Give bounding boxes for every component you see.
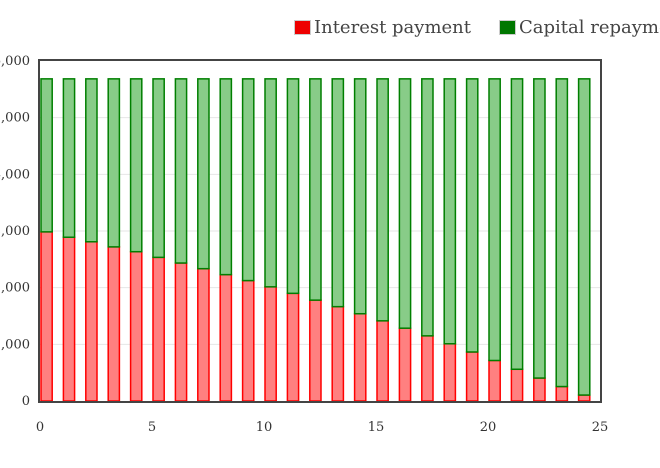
y-tick-label: 3,000 (0, 224, 30, 239)
y-tick-label: 0 (22, 394, 30, 409)
plot-frame (38, 59, 602, 403)
y-tick-label: 2,000 (0, 281, 30, 296)
x-tick-label: 20 (480, 420, 497, 435)
y-tick-label: 1,000 (0, 337, 30, 352)
legend-swatch-capital (499, 20, 517, 35)
bar-interest (353, 312, 367, 402)
bar-capital (174, 78, 188, 264)
bar-interest (398, 327, 412, 402)
bar-interest (533, 377, 546, 402)
y-tick-label: 4,000 (0, 167, 30, 182)
bar-interest (152, 256, 165, 402)
x-tick-label: 5 (148, 420, 156, 435)
bar-capital (40, 78, 53, 233)
y-axis-ticks: 0 1,000 2,000 3,000 4,000 5,000 6,000 (0, 54, 30, 409)
bar-interest (443, 343, 457, 402)
bar-interest (555, 385, 569, 402)
bar-interest (286, 292, 300, 402)
bar-interest (40, 231, 53, 402)
y-tick-label: 6,000 (0, 54, 30, 69)
bar-interest (421, 335, 434, 402)
legend-label-capital: Capital repayment (519, 17, 660, 38)
bar-capital (197, 78, 210, 270)
bar-capital (85, 78, 98, 243)
bar-capital (353, 78, 367, 315)
bar-capital (488, 78, 501, 362)
bar-capital (443, 78, 457, 345)
bar-interest (62, 236, 76, 402)
x-axis-ticks: 0 5 10 15 20 25 (36, 420, 608, 435)
bar-interest (465, 351, 479, 402)
bar-interest (107, 246, 121, 402)
legend-item-capital: Capital repayment (499, 17, 660, 38)
bar-capital (219, 78, 233, 276)
bar-capital (577, 78, 591, 396)
y-tick-label: 5,000 (0, 111, 30, 126)
bar-capital (421, 78, 434, 337)
bar-capital (152, 78, 165, 259)
bar-capital (398, 78, 412, 329)
bar-interest (376, 320, 389, 402)
bar-capital (309, 78, 322, 301)
bar-capital (286, 78, 300, 295)
bar-interest (488, 359, 501, 402)
legend-swatch-interest (294, 20, 311, 35)
bar-capital (376, 78, 389, 322)
bar-interest (577, 394, 591, 402)
bar-interest (219, 273, 233, 402)
legend-item-interest: Interest payment (294, 17, 471, 38)
bar-capital (510, 78, 524, 371)
legend-label-interest: Interest payment (314, 17, 472, 38)
x-tick-label: 25 (592, 420, 609, 435)
legend: Interest payment Capital repayment (294, 17, 660, 38)
bar-interest (264, 286, 277, 402)
x-tick-label: 0 (36, 420, 44, 435)
bar-interest (510, 368, 524, 402)
bar-interest (197, 267, 210, 402)
bar-capital (264, 78, 277, 288)
bar-interest (85, 241, 98, 402)
bar-capital (129, 78, 143, 253)
bar-capital (533, 78, 546, 379)
x-tick-label: 10 (256, 420, 273, 435)
bar-interest (331, 305, 345, 402)
bar-interest (241, 279, 255, 402)
bars (40, 78, 591, 402)
bar-capital (107, 78, 121, 248)
bar-capital (555, 78, 569, 388)
bar-capital (331, 78, 345, 308)
bar-interest (129, 250, 143, 402)
bar-capital (465, 78, 479, 353)
bar-interest (309, 299, 322, 402)
bar-capital (62, 78, 76, 238)
bar-interest (174, 262, 188, 402)
x-tick-label: 15 (368, 420, 385, 435)
bar-capital (241, 78, 255, 282)
